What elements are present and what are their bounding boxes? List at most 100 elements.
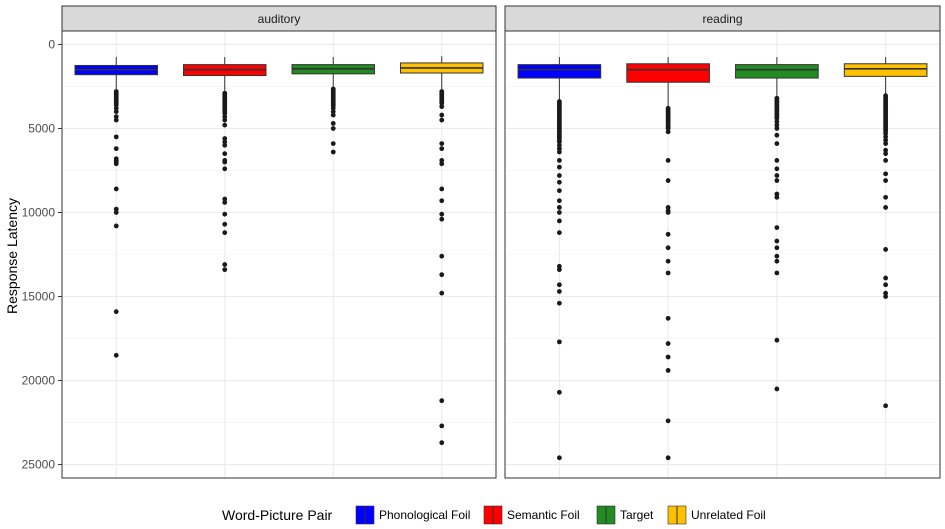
outlier-point [556,149,562,155]
outlier-point [774,258,780,264]
outlier-point [883,137,889,143]
box-body [517,64,602,79]
outlier-point [774,173,780,178]
outlier-point [665,205,671,210]
outlier-point [113,206,119,212]
outlier-point [883,147,889,153]
outlier-point [883,403,889,409]
outlier-point [665,315,671,321]
outlier-point [883,194,889,200]
outlier-point [665,231,671,237]
outlier-point [439,117,445,123]
outlier-point [556,289,562,294]
legend-title: Word-Picture Pair [222,507,333,523]
box-unrelated-foil [843,57,928,409]
outlier-point [556,218,562,224]
outlier-point [556,157,562,163]
outlier-point [439,290,445,296]
outlier-point [774,178,780,183]
outlier-point [222,139,228,145]
outlier-point [556,198,562,204]
y-tick-label: 5000 [28,121,55,135]
outlier-point [774,194,780,200]
y-tick-label: 0 [48,37,55,51]
outlier-point [665,455,671,461]
outlier-point [222,221,228,227]
outlier-point [556,210,562,215]
outlier-point [113,105,119,111]
outlier-point [222,117,228,123]
outlier-point [439,141,445,146]
outlier-point [774,245,780,251]
legend-label: Target [620,508,654,522]
box-body [626,63,710,83]
outlier-point [113,117,119,123]
outlier-point [774,115,780,121]
outlier-point [665,418,671,424]
outlier-point [113,146,119,152]
outlier-point [556,282,562,288]
outlier-point [774,270,780,276]
outlier-point [439,440,445,446]
outlier-point [439,157,445,163]
outlier-point [556,263,562,269]
outlier-point [774,191,780,197]
outlier-point [883,247,889,252]
outlier-point [665,157,671,163]
facet-label: reading [702,12,742,26]
y-axis-label: Response Latency [4,198,20,314]
y-axis: 0 5000 10000 15000 20000 25000 [22,37,62,472]
panel-border [504,30,941,479]
outlier-point [665,270,671,276]
outlier-point [330,112,336,118]
outlier-point [883,275,889,281]
outlier-point [439,146,445,152]
outlier-point [222,166,228,172]
outlier-point [774,386,780,392]
outlier-point [665,258,671,264]
box-phonological-foil [74,57,158,358]
box-target [735,57,819,392]
outlier-point [883,178,889,183]
outlier-point [556,455,562,461]
outlier-point [556,205,562,210]
legend-label: Unrelated Foil [691,508,766,522]
outlier-point [883,294,889,299]
outlier-point [556,164,562,170]
outlier-point [665,178,671,183]
legend-label: Phonological Foil [379,508,470,522]
outlier-point [556,173,562,178]
outlier-point [774,225,780,231]
box-body [735,64,819,79]
outlier-point [665,129,671,135]
outlier-point [556,179,562,185]
outlier-point [556,300,562,306]
outlier-point [665,354,671,360]
outlier-point [113,102,119,108]
outlier-point [665,341,671,346]
outlier-point [774,126,780,131]
outlier-point [556,139,562,145]
outlier-point [774,238,780,244]
outlier-point [113,223,119,229]
outlier-point [665,210,671,215]
outlier-point [883,131,889,136]
outlier-point [222,230,228,236]
facet-label: auditory [258,12,301,26]
outlier-point [113,186,119,192]
y-tick-label: 20000 [22,374,56,388]
outlier-point [883,134,889,140]
outlier-point [439,253,445,259]
outlier-point [439,161,445,167]
outlier-point [439,423,445,429]
outlier-point [883,205,889,210]
outlier-point [330,121,336,126]
outlier-point [222,159,228,165]
outlier-point [556,230,562,236]
outlier-point [330,105,336,111]
outlier-point [222,211,228,217]
outlier-point [556,142,562,148]
outlier-point [883,171,889,177]
outlier-point [113,309,119,315]
